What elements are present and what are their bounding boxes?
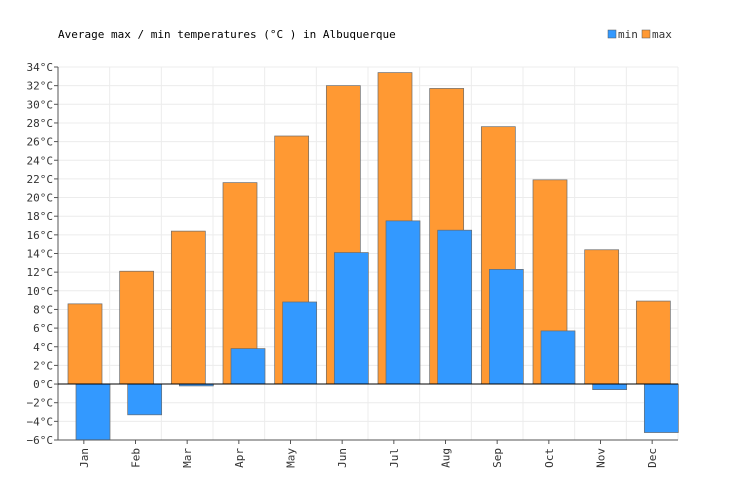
y-tick-label: 0°C [33, 378, 53, 391]
y-tick-label: 18°C [27, 210, 54, 223]
y-tick-label: 16°C [27, 229, 54, 242]
legend-label-min: min [618, 28, 638, 41]
bar-min-nov [592, 383, 628, 390]
x-axis-ticks: Jan Feb Mar Apr May Jun Jul Aug Sep Oct Nov Dec [78, 440, 659, 468]
min-bars [75, 220, 679, 441]
x-tick-label: Aug [440, 448, 453, 468]
y-tick-label: −4°C [27, 415, 54, 428]
bar-min-feb [127, 383, 163, 416]
y-tick-label: 8°C [33, 303, 53, 316]
bar-min-jan [75, 383, 111, 441]
x-tick-label: Nov [595, 448, 608, 468]
bar-max-dec [635, 300, 671, 385]
x-tick-label: May [285, 448, 298, 468]
y-tick-label: 28°C [27, 117, 54, 130]
bar-max-jan [67, 303, 103, 385]
x-tick-label: Dec [646, 448, 659, 468]
bar-min-aug [437, 229, 473, 385]
y-tick-label: 20°C [27, 192, 54, 205]
x-tick-label: Oct [543, 448, 556, 468]
bar-min-jul [385, 220, 421, 385]
y-tick-label: 22°C [27, 173, 54, 186]
y-tick-label: 14°C [27, 248, 54, 261]
grid-lines [57, 66, 679, 441]
y-tick-label: −6°C [27, 434, 54, 447]
bar-min-jun [333, 252, 369, 385]
bar-min-may [282, 301, 318, 385]
y-axis-ticks: −6°C −4°C −2°C 0°C 2°C 4°C 6°C 8°C 10°C 12°C 14°C 1… [27, 61, 58, 447]
y-tick-label: 6°C [33, 322, 53, 335]
bar-min-dec [643, 383, 679, 433]
legend-swatch-max [641, 29, 651, 39]
max-bars [67, 72, 671, 385]
bar-max-feb [119, 270, 155, 385]
y-tick-label: 12°C [27, 266, 54, 279]
bar-max-mar [170, 230, 206, 385]
y-tick-label: 26°C [27, 136, 54, 149]
y-tick-label: 24°C [27, 154, 54, 167]
y-tick-label: 2°C [33, 359, 53, 372]
x-tick-label: Jan [78, 448, 91, 468]
chart-legend: min max [607, 28, 672, 41]
y-tick-label: 34°C [27, 61, 54, 74]
chart-title: Average max / min temperatures (°C ) in … [58, 28, 396, 41]
bar-min-sep [488, 269, 524, 385]
x-tick-label: Jul [388, 448, 401, 468]
y-tick-label: 4°C [33, 341, 53, 354]
x-tick-label: Apr [233, 448, 246, 468]
x-tick-label: Mar [181, 448, 194, 468]
x-tick-label: Feb [130, 448, 143, 468]
legend-label-max: max [652, 28, 672, 41]
y-tick-label: 32°C [27, 80, 54, 93]
legend-swatch-min [607, 29, 617, 39]
bar-max-nov [584, 249, 620, 385]
y-tick-label: −2°C [27, 397, 54, 410]
y-tick-label: 30°C [27, 98, 54, 111]
bar-min-apr [230, 348, 266, 385]
x-tick-label: Jun [336, 448, 349, 468]
x-tick-label: Sep [491, 448, 504, 468]
y-tick-label: 10°C [27, 285, 54, 298]
bar-min-oct [540, 330, 576, 385]
